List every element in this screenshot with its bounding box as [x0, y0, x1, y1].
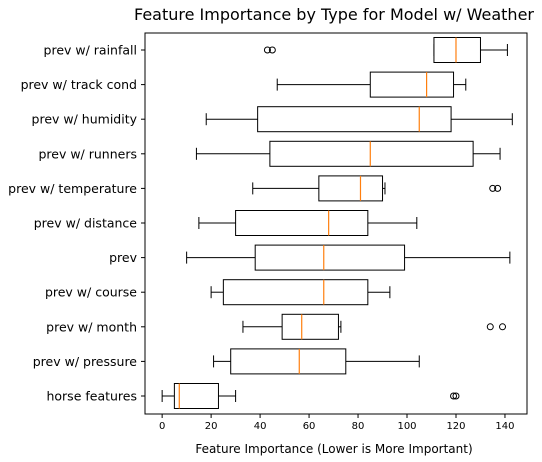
outlier-point: [486, 323, 494, 331]
outlier-point: [263, 46, 271, 54]
box-iqr: [369, 71, 455, 98]
outlier-point: [499, 323, 507, 331]
category-label: prev w/ rainfall: [44, 43, 137, 58]
chart-title: Feature Importance by Type for Model w/ …: [134, 5, 534, 24]
box-iqr: [269, 140, 474, 167]
box-iqr: [318, 175, 384, 202]
category-label: prev w/ month: [46, 319, 137, 334]
category-label: prev w/ runners: [38, 146, 137, 161]
chart-marks: 0 20 40 60 80 100 120 140 prev w/ rainfall prev w…: [8, 37, 515, 432]
category-label: prev w/ temperature: [8, 181, 137, 196]
box-iqr: [173, 383, 219, 409]
x-tick-label: 60: [303, 421, 316, 432]
box-iqr: [433, 37, 481, 63]
category-label: prev: [109, 250, 137, 265]
category-label: prev w/ distance: [34, 216, 138, 231]
box-iqr: [230, 348, 347, 375]
outlier-point: [268, 46, 276, 54]
x-tick-label: 80: [352, 421, 365, 432]
category-label: horse features: [46, 389, 137, 404]
box-iqr: [254, 244, 406, 271]
x-tick-label: 20: [205, 421, 218, 432]
x-axis-label: Feature Importance (Lower is More Import…: [195, 442, 472, 456]
outlier-point: [450, 392, 458, 400]
box-iqr: [257, 106, 452, 133]
box-iqr: [235, 210, 369, 236]
x-tick-label: 40: [254, 421, 267, 432]
category-label: prev w/ track cond: [21, 77, 137, 92]
x-tick-label: 120: [446, 421, 465, 432]
outlier-point: [489, 184, 497, 192]
category-label: prev w/ pressure: [33, 354, 138, 369]
x-tick-label: 100: [397, 421, 416, 432]
box-iqr: [222, 279, 369, 306]
outlier-point: [452, 392, 460, 400]
box-iqr: [281, 313, 339, 340]
x-tick-label: 0: [159, 421, 165, 432]
category-label: prev w/ course: [45, 285, 137, 300]
x-tick-label: 140: [495, 421, 514, 432]
outlier-point: [494, 184, 502, 192]
category-label: prev w/ humidity: [32, 112, 138, 127]
